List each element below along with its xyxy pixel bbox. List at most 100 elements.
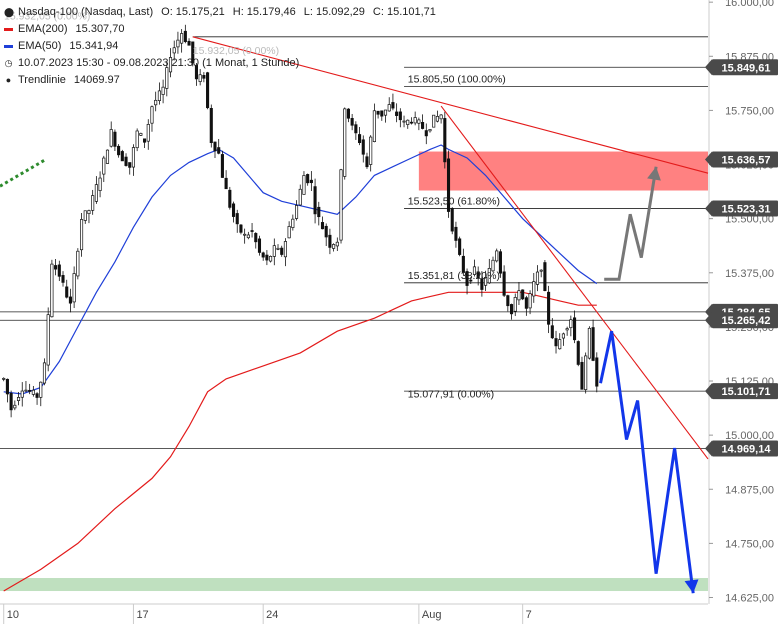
- price-badge-1: [712, 151, 778, 168]
- ohlc-low: L: 15.092,29: [303, 6, 365, 18]
- candle-body-139: [517, 290, 521, 301]
- candle-body-6: [24, 389, 28, 392]
- candle-body-20: [76, 250, 80, 277]
- y-tick-label-8: 15.000,00: [725, 430, 774, 442]
- candle-body-111: [413, 117, 417, 124]
- candle-body-40: [150, 106, 154, 124]
- candle-body-63: [235, 213, 239, 225]
- candle-body-49: [183, 30, 187, 43]
- candle-body-95: [354, 124, 358, 134]
- candle-body-81: [302, 175, 306, 195]
- candle-body-88: [328, 234, 332, 248]
- candle-body-157: [584, 355, 588, 390]
- candle-body-131: [487, 268, 491, 284]
- candle-body-84: [313, 186, 317, 215]
- candle-body-138: [513, 297, 517, 312]
- candle-body-53: [198, 74, 202, 82]
- candle-body-130: [484, 276, 488, 286]
- candle-body-28: [105, 149, 110, 164]
- candle-body-150: [558, 339, 562, 350]
- projection-down-arrow: [599, 330, 695, 594]
- candle-body-51: [191, 41, 195, 64]
- price-badge-6: [712, 440, 778, 457]
- candle-body-7: [28, 389, 32, 392]
- candle-body-44: [165, 67, 169, 89]
- candle-body-141: [524, 297, 528, 309]
- candle-body-52: [194, 64, 199, 80]
- y-tick-label-2: 15.750,00: [725, 105, 774, 117]
- candle-body-70: [261, 252, 265, 258]
- chart-legend: ⬤ Nasdaq-100 (Nasdaq, Last) O: 15.175,21…: [4, 4, 436, 89]
- candle-body-33: [124, 156, 128, 166]
- candle-body-97: [361, 139, 365, 155]
- candle-body-149: [554, 338, 558, 347]
- instrument-icon: ⬤: [4, 7, 15, 17]
- candle-body-80: [298, 188, 302, 206]
- candle-body-90: [335, 241, 339, 247]
- price-badge-label-4: 15.265,42: [722, 315, 771, 327]
- price-badge-2: [712, 200, 778, 217]
- price-badge-label-5: 15.101,71: [722, 386, 771, 398]
- candle-body-132: [491, 259, 495, 272]
- trendline-icon: ●: [5, 75, 12, 85]
- levels-layer: [0, 36, 708, 449]
- candle-body-153: [569, 319, 573, 329]
- candle-body-128: [476, 271, 480, 279]
- candle-body-137: [509, 304, 514, 315]
- candle-body-38: [143, 138, 147, 143]
- x-tick-label-1: 17: [136, 609, 148, 621]
- y-tick-label-4: 15.500,00: [725, 214, 774, 226]
- candle-body-10: [39, 381, 43, 398]
- candle-body-64: [239, 224, 243, 233]
- ohlc-high: H: 15.179,46: [232, 6, 296, 18]
- labels-layer: 15.805,50 (100.00%) 15.523,50 (61.80%) 15.…: [4, 10, 506, 400]
- x-tick-label-3: Aug: [422, 609, 442, 621]
- candle-body-151: [561, 333, 565, 339]
- candle-body-108: [402, 120, 406, 123]
- candle-body-135: [502, 271, 506, 296]
- trend-value: 14069.97: [73, 74, 120, 86]
- candle-body-116: [432, 114, 436, 128]
- candle-body-82: [306, 174, 310, 184]
- candle-body-123: [458, 238, 462, 255]
- candle-body-9: [35, 393, 39, 398]
- candle-body-14: [54, 265, 58, 270]
- candle-body-119: [443, 118, 447, 163]
- candle-body-134: [498, 251, 502, 274]
- candle-body-140: [521, 289, 525, 300]
- candle-body-158: [587, 327, 591, 359]
- candle-body-155: [576, 341, 580, 365]
- candle-body-87: [324, 225, 328, 238]
- candle-body-32: [120, 151, 124, 162]
- candle-body-117: [435, 116, 439, 122]
- candle-body-17: [65, 286, 69, 298]
- candle-body-55: [206, 72, 210, 109]
- candle-body-114: [424, 130, 428, 137]
- ema200-line: [3, 291, 597, 592]
- candle-body-50: [187, 40, 191, 46]
- candle-body-75: [280, 247, 284, 255]
- resistance-trendline: [192, 36, 709, 174]
- legend-range-row: ◷ 10.07.2023 15:30 - 09.08.2023 21:30 (1…: [4, 55, 436, 72]
- candle-body-121: [450, 208, 454, 232]
- candle-body-23: [87, 210, 91, 215]
- clock-icon: ◷: [4, 58, 13, 68]
- candle-body-103: [383, 109, 388, 116]
- ema50-value: 15.341,94: [69, 40, 119, 52]
- candle-body-43: [161, 86, 165, 95]
- candle-body-8: [31, 389, 35, 395]
- ema200-label: EMA(200): [18, 23, 68, 35]
- candle-body-56: [209, 108, 213, 144]
- candle-body-115: [428, 129, 432, 132]
- y-tick-label-11: 14.625,00: [725, 593, 774, 605]
- resistance-zone: [418, 151, 708, 191]
- candle-body-71: [265, 254, 269, 261]
- candle-body-35: [131, 147, 135, 168]
- candle-body-54: [202, 75, 206, 79]
- candle-body-13: [50, 263, 54, 318]
- candle-body-5: [20, 390, 24, 398]
- candle-body-19: [72, 273, 76, 303]
- candle-body-68: [254, 233, 258, 243]
- candle-body-16: [61, 275, 65, 283]
